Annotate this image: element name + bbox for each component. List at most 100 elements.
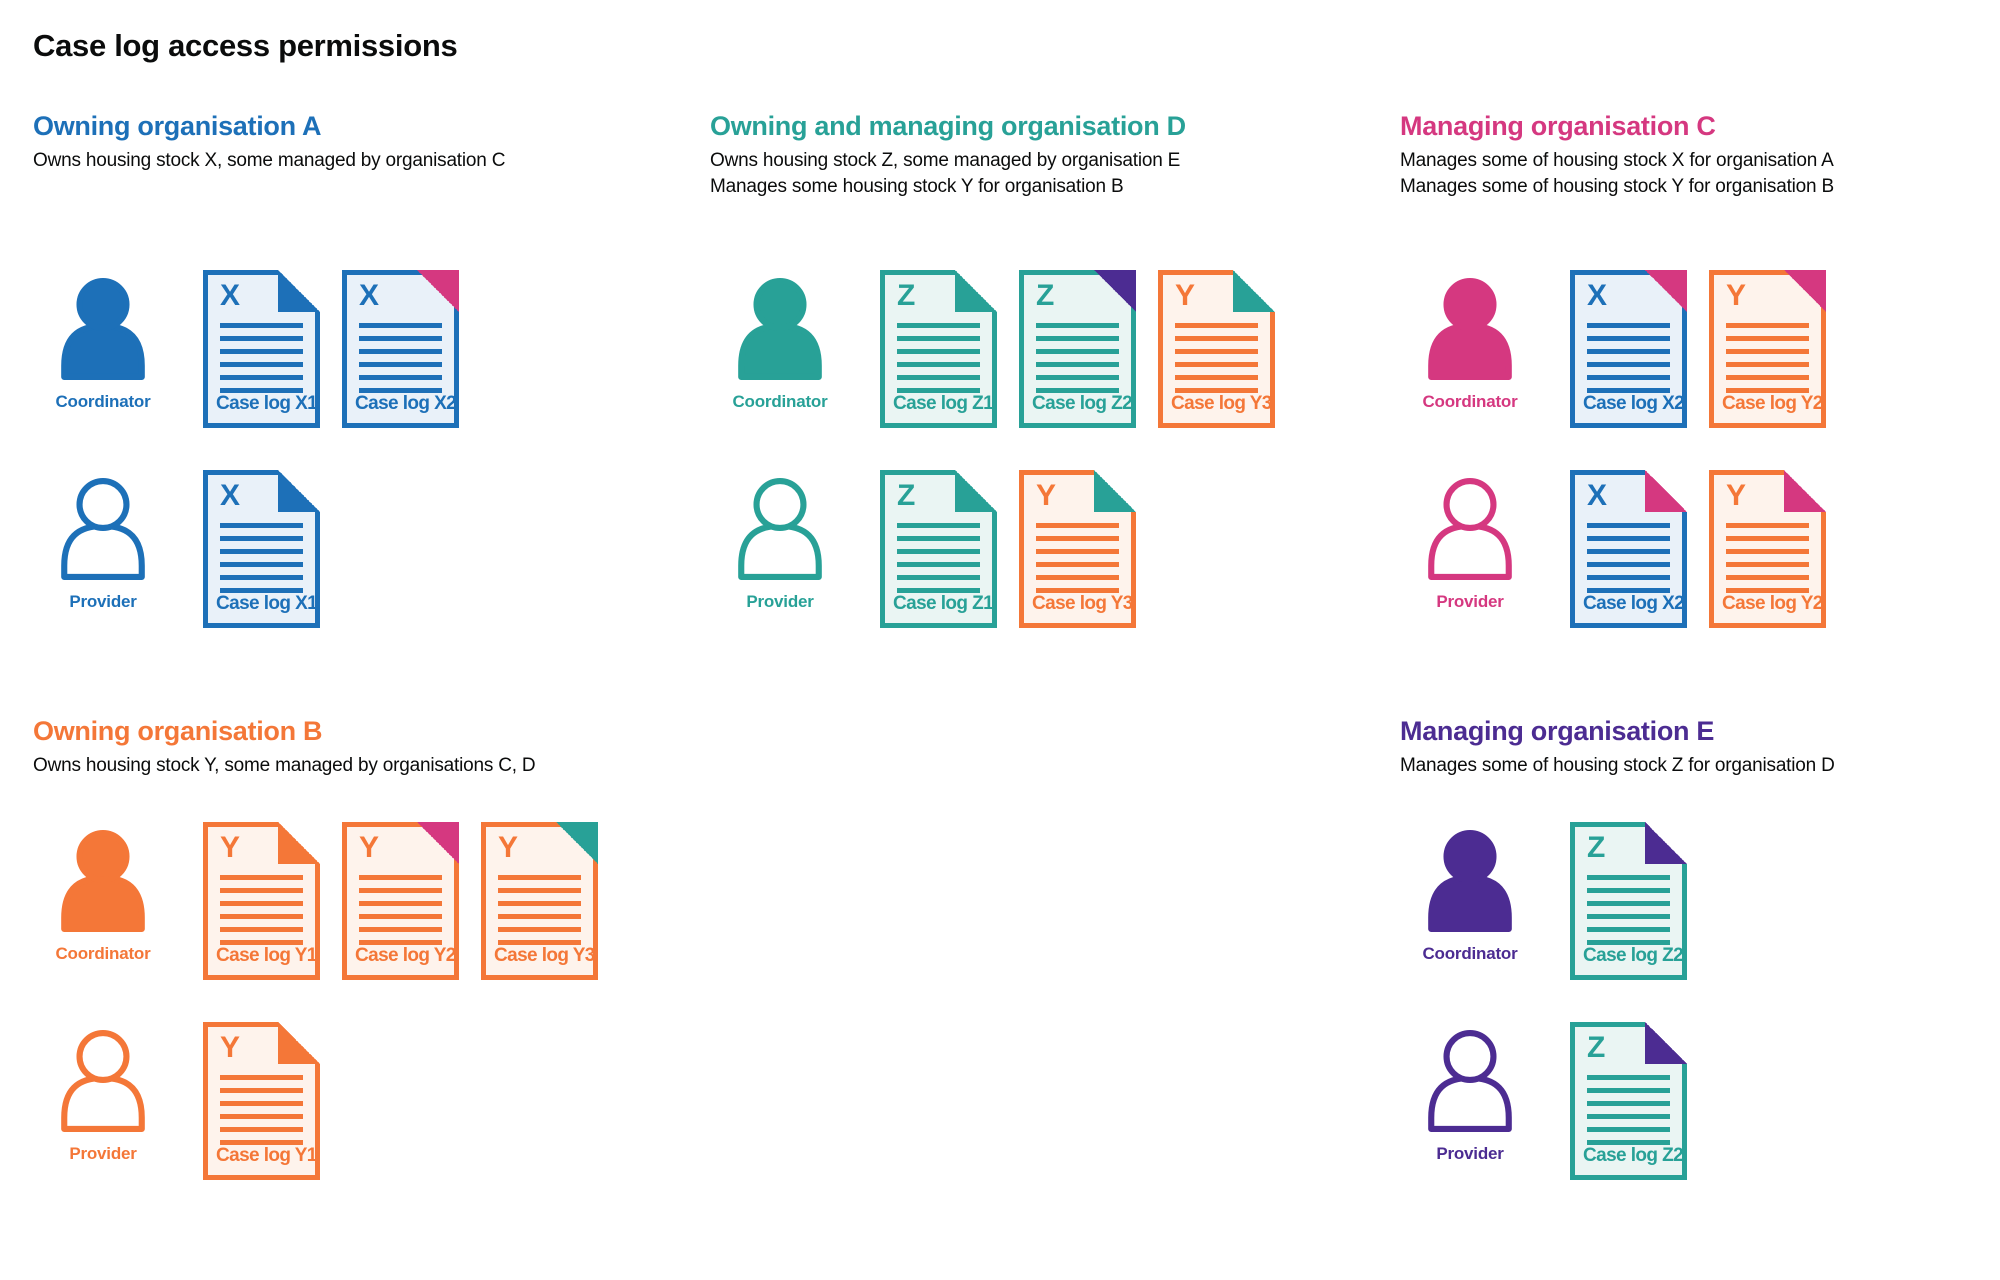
- folded-corner-icon: [278, 270, 320, 312]
- case-log-document: Z Case log Z1: [880, 270, 997, 428]
- coordinator-person: Coordinator: [33, 270, 173, 428]
- folded-corner-icon: [556, 822, 598, 864]
- section-rows: Coordinator X Case log X1 X Case log X2 Provi…: [33, 270, 693, 628]
- coordinator-row: Coordinator X Case log X1 X Case log X2: [33, 270, 693, 428]
- stock-letter: Z: [1587, 1031, 1606, 1064]
- stock-letter: Z: [1587, 831, 1606, 864]
- stock-letter: X: [220, 279, 241, 312]
- document-text-lines: [1587, 323, 1670, 393]
- provider-row: Provider Z Case log Z2: [1400, 1022, 2000, 1180]
- role-label: Coordinator: [1422, 944, 1518, 963]
- section-owning-organisation-b: Owning organisation B Owns housing stock…: [33, 705, 693, 1222]
- case-log-document: X Case log X1: [203, 470, 320, 628]
- case-log-document: Y Case log Y2: [342, 822, 459, 980]
- coordinator-icon: [1428, 830, 1512, 932]
- case-log-document: X Case log X2: [1570, 470, 1687, 628]
- role-label: Coordinator: [55, 944, 151, 963]
- section-description: Owns housing stock Y, some managed by or…: [33, 753, 693, 797]
- document-text-lines: [1587, 523, 1670, 593]
- section-owning-and-managing-organisation-d: Owning and managing organisation D Owns …: [710, 100, 1370, 670]
- stock-letter: X: [1587, 279, 1608, 312]
- case-log-document: Y Case log Y1: [203, 822, 320, 980]
- document-text-lines: [897, 323, 980, 393]
- document-list: Y Case log Y1: [203, 1022, 320, 1180]
- document-text-lines: [897, 523, 980, 593]
- description-line: Manages some of housing stock X for orga…: [1400, 150, 1834, 171]
- section-description: Owns housing stock X, some managed by or…: [33, 148, 693, 244]
- role-label: Coordinator: [55, 392, 151, 411]
- stock-letter: Y: [1175, 279, 1196, 312]
- section-rows: Coordinator Y Case log Y1 Y Case log Y2 Y Case…: [33, 822, 693, 1180]
- section-heading: Managing organisation E: [1400, 716, 1715, 746]
- role-label: Coordinator: [732, 392, 828, 411]
- coordinator-person: Coordinator: [1400, 270, 1540, 428]
- case-log-document: Y Case log Y3: [1019, 470, 1136, 628]
- case-log-label: Case log X2: [1583, 593, 1685, 614]
- section-owning-organisation-a: Owning organisation A Owns housing stock…: [33, 100, 693, 670]
- provider-icon: [1428, 1030, 1512, 1132]
- folded-corner-icon: [955, 270, 997, 312]
- document-text-lines: [1726, 523, 1809, 593]
- case-log-label: Case log X2: [1583, 393, 1685, 414]
- case-log-label: Case log Y1: [216, 1145, 317, 1166]
- folded-corner-icon: [278, 1022, 320, 1064]
- folded-corner-icon: [1784, 270, 1826, 312]
- case-log-label: Case log Y2: [1722, 393, 1823, 414]
- case-log-document: Y Case log Y1: [203, 1022, 320, 1180]
- case-log-label: Case log Y2: [355, 945, 456, 966]
- description-line: Manages some of housing stock Y for orga…: [1400, 176, 1834, 197]
- case-log-label: Case log Y2: [1722, 593, 1823, 614]
- coordinator-row: Coordinator Z Case log Z1 Z Case log Z2 Y Case…: [710, 270, 1370, 428]
- case-log-label: Case log Z2: [1032, 393, 1133, 414]
- section-heading: Owning and managing organisation D: [710, 111, 1186, 141]
- coordinator-row: Coordinator Y Case log Y1 Y Case log Y2 Y Case…: [33, 822, 693, 980]
- document-text-lines: [1175, 323, 1258, 393]
- case-log-label: Case log Y3: [494, 945, 595, 966]
- coordinator-icon: [61, 278, 145, 380]
- case-log-document: Z Case log Z2: [1570, 1022, 1687, 1180]
- document-text-lines: [220, 523, 303, 593]
- role-label: Provider: [69, 1144, 137, 1163]
- document-text-lines: [1726, 323, 1809, 393]
- case-log-label: Case log X2: [355, 393, 457, 414]
- section-heading: Owning organisation B: [33, 716, 323, 746]
- stock-letter: Y: [498, 831, 519, 864]
- section-managing-organisation-e: Managing organisation E Manages some of …: [1400, 705, 2000, 1222]
- case-log-document: Y Case log Y2: [1709, 270, 1826, 428]
- coordinator-person: Coordinator: [710, 270, 850, 428]
- coordinator-person: Coordinator: [33, 822, 173, 980]
- case-log-label: Case log Z2: [1583, 945, 1684, 966]
- case-log-document: X Case log X2: [1570, 270, 1687, 428]
- role-label: Provider: [1436, 592, 1504, 611]
- case-log-label: Case log Y1: [216, 945, 317, 966]
- section-heading: Managing organisation C: [1400, 111, 1716, 141]
- document-list: X Case log X2 Y Case log Y2: [1570, 470, 1826, 628]
- document-text-lines: [220, 323, 303, 393]
- document-list: Z Case log Z1 Y Case log Y3: [880, 470, 1136, 628]
- stock-letter: Z: [1036, 279, 1055, 312]
- case-log-document: X Case log X1: [203, 270, 320, 428]
- description-line: Manages some of housing stock Z for orga…: [1400, 755, 1835, 776]
- case-log-document: Z Case log Z1: [880, 470, 997, 628]
- stock-letter: Y: [1036, 479, 1057, 512]
- stock-letter: Y: [220, 831, 241, 864]
- provider-person: Provider: [33, 470, 173, 628]
- folded-corner-icon: [1645, 1022, 1687, 1064]
- role-label: Provider: [69, 592, 137, 611]
- document-list: Z Case log Z2: [1570, 1022, 1687, 1180]
- document-list: X Case log X1 X Case log X2: [203, 270, 459, 428]
- folded-corner-icon: [1094, 470, 1136, 512]
- folded-corner-icon: [417, 822, 459, 864]
- document-list: X Case log X1: [203, 470, 320, 628]
- folded-corner-icon: [278, 470, 320, 512]
- provider-icon: [1428, 478, 1512, 580]
- provider-row: Provider X Case log X1: [33, 470, 693, 628]
- folded-corner-icon: [1233, 270, 1275, 312]
- provider-person: Provider: [1400, 470, 1540, 628]
- stock-letter: Y: [220, 1031, 241, 1064]
- folded-corner-icon: [1645, 822, 1687, 864]
- provider-icon: [61, 478, 145, 580]
- description-line: Owns housing stock Z, some managed by or…: [710, 150, 1181, 171]
- case-log-label: Case log Y3: [1171, 393, 1272, 414]
